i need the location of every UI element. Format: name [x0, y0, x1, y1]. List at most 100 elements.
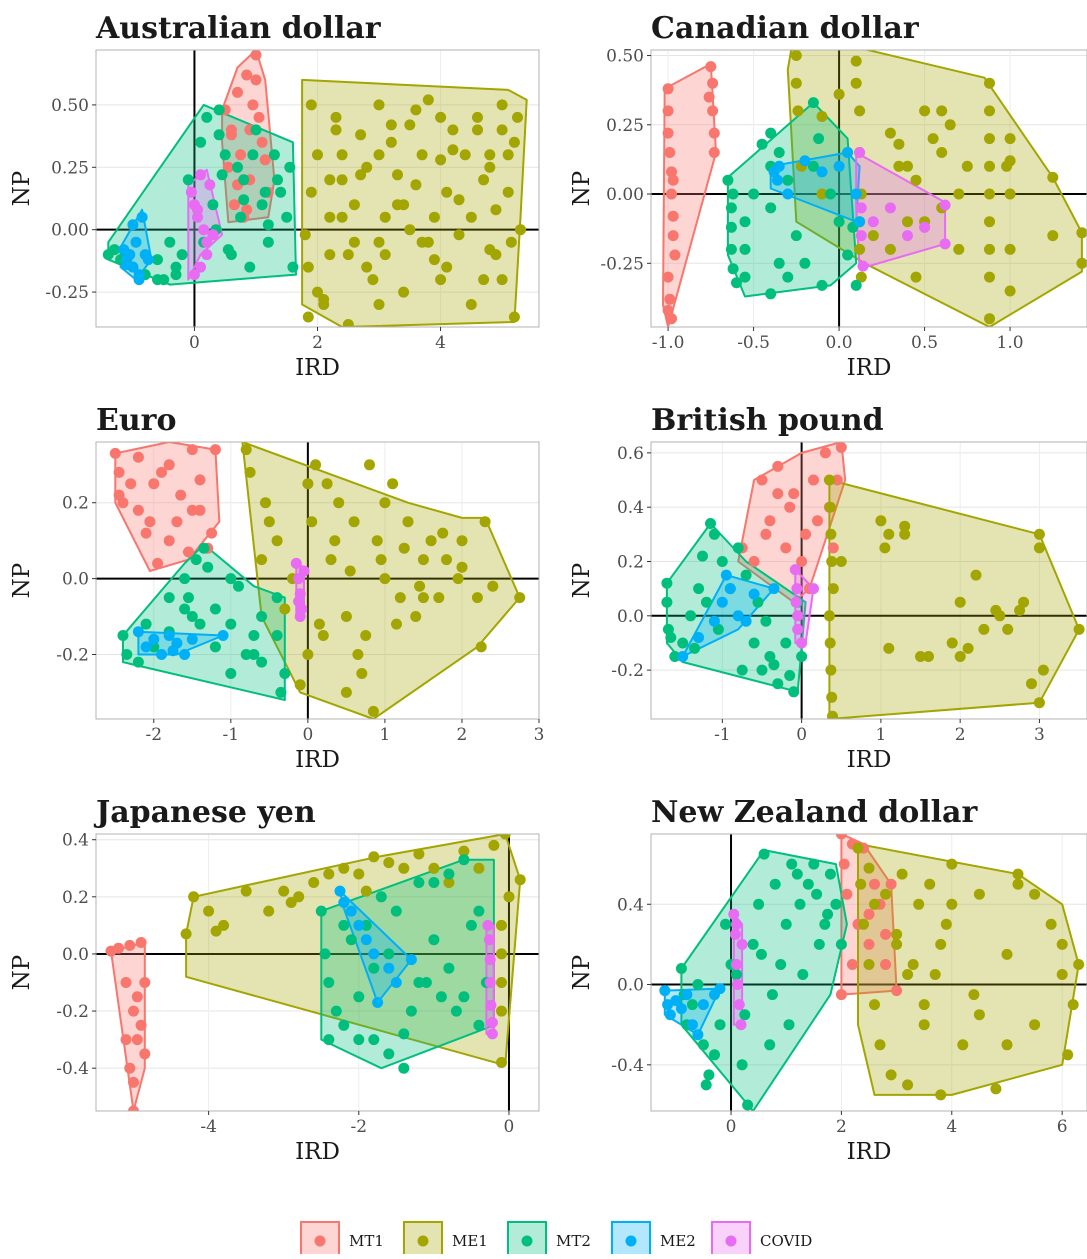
point-me1: [312, 286, 323, 298]
point-mt2: [259, 186, 271, 198]
point-mt1: [253, 111, 265, 123]
y-axis-label: NP: [569, 955, 595, 991]
point-me1: [854, 243, 866, 255]
point-mt2: [692, 979, 704, 990]
point-me1: [306, 516, 318, 528]
hull-me1: [185, 834, 522, 1067]
point-mt1: [124, 939, 136, 951]
point-mt1: [152, 557, 164, 569]
point-me1: [514, 874, 526, 886]
point-mt2: [747, 938, 759, 950]
point-mt2: [353, 991, 365, 1003]
point-mt2: [791, 868, 803, 880]
point-mt2: [345, 934, 357, 946]
point-me1: [946, 637, 958, 649]
point-mt1: [863, 908, 875, 920]
point-mt2: [799, 257, 811, 269]
legend-item-me2: ME2: [611, 1221, 696, 1259]
point-covid: [293, 573, 305, 585]
y-tick-label: 0.50: [51, 96, 89, 116]
point-me1: [203, 905, 215, 917]
point-me1: [294, 679, 306, 691]
point-me1: [1029, 1019, 1041, 1031]
point-me1: [984, 243, 995, 255]
point-mt1: [880, 928, 892, 940]
point-mt1: [125, 478, 137, 490]
point-mt2: [152, 254, 163, 266]
y-tick-label: 0.25: [51, 158, 89, 178]
point-me2: [372, 997, 384, 1008]
point-me1: [902, 216, 913, 228]
point-mt2: [190, 554, 202, 566]
point-mt2: [685, 610, 697, 622]
x-tick-label: 2: [955, 725, 966, 745]
x-tick-label: 6: [1057, 1117, 1068, 1137]
point-me1: [891, 928, 903, 940]
point-me1: [471, 592, 483, 604]
panel-title: British pound: [651, 403, 884, 438]
point-mt1: [662, 83, 674, 95]
y-axis-label: NP: [9, 171, 35, 207]
point-me1: [263, 516, 275, 528]
point-covid: [192, 204, 203, 216]
point-me1: [880, 888, 892, 900]
point-mt2: [784, 670, 796, 681]
y-tick-label: -0.25: [600, 254, 644, 274]
point-me1: [884, 127, 896, 139]
point-me1: [355, 169, 367, 181]
point-me1: [962, 642, 974, 654]
point-mt2: [233, 580, 244, 592]
point-covid: [195, 261, 207, 273]
point-me1: [899, 520, 911, 532]
y-axis-label: NP: [569, 171, 595, 207]
x-axis-label: IRD: [847, 747, 892, 773]
point-me1: [1047, 171, 1059, 183]
point-mt2: [716, 556, 728, 567]
x-tick-label: 0.5: [911, 333, 938, 353]
point-me1: [913, 898, 925, 910]
point-mt1: [846, 959, 858, 970]
point-mt1: [669, 249, 681, 261]
point-me1: [496, 948, 507, 960]
point-covid: [195, 169, 207, 181]
point-me1: [465, 299, 477, 310]
point-mt1: [869, 878, 880, 890]
point-mt2: [756, 664, 768, 676]
point-mt1: [891, 985, 903, 997]
point-me1: [313, 618, 325, 630]
legend-key-point: [725, 1235, 737, 1247]
point-covid: [486, 1028, 498, 1040]
point-me1: [850, 55, 862, 67]
panel-border: [650, 441, 1087, 720]
point-mt1: [819, 447, 831, 459]
point-mt2: [790, 230, 802, 242]
point-covid: [857, 260, 869, 272]
point-covid: [789, 564, 801, 576]
x-tick-label: 2: [312, 333, 323, 353]
point-mt2: [281, 211, 293, 223]
point-me1: [790, 50, 802, 61]
point-me2: [662, 999, 674, 1011]
x-tick-label: 4: [435, 333, 446, 353]
point-mt1: [796, 556, 808, 567]
point-mt1: [662, 271, 674, 283]
point-mt1: [780, 542, 792, 554]
point-mt2: [240, 649, 252, 660]
point-me1: [348, 516, 360, 528]
point-mt1: [163, 535, 175, 547]
point-me1: [478, 174, 490, 186]
point-mt2: [235, 211, 247, 223]
point-me1: [487, 580, 499, 592]
point-mt2: [117, 630, 129, 641]
point-mt1: [109, 447, 121, 459]
point-me1: [404, 119, 416, 131]
point-me1: [1012, 878, 1024, 890]
point-mt2: [661, 596, 673, 608]
point-me1: [360, 630, 372, 641]
point-me1: [508, 136, 520, 148]
point-me2: [773, 160, 785, 172]
point-mt2: [164, 236, 176, 248]
point-mt2: [669, 651, 681, 662]
point-me1: [441, 554, 452, 566]
point-me1: [414, 580, 426, 592]
